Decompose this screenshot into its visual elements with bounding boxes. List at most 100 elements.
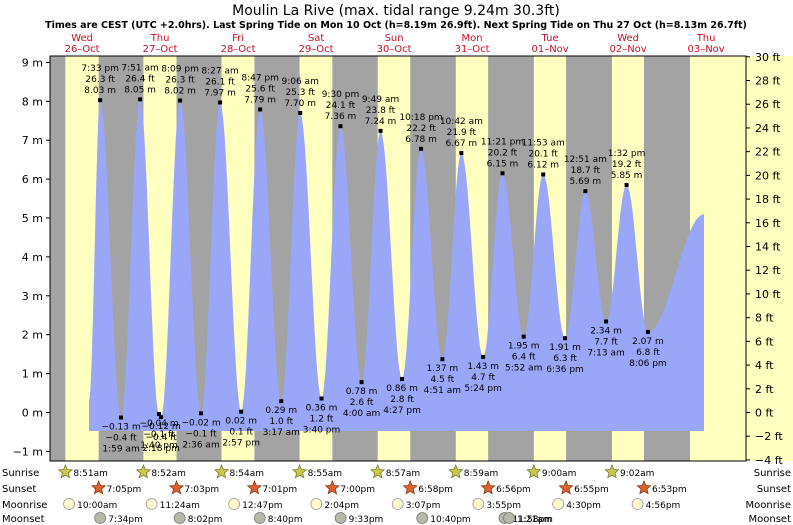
day-label-dow: Fri xyxy=(232,33,244,44)
tide-time: 3:40 pm xyxy=(303,425,341,435)
tide-height-m: 5.69 m xyxy=(570,177,602,187)
tide-height-m: 7.97 m xyxy=(204,88,236,98)
tide-time: 3:17 am xyxy=(263,428,300,438)
tide-time: 9:30 pm xyxy=(322,90,360,100)
tide-height-ft: 2.6 ft xyxy=(350,398,374,408)
tide-marker xyxy=(279,399,284,404)
y-left-tick-label: 1 m xyxy=(22,368,43,381)
sun-icon xyxy=(246,479,263,495)
tide-marker xyxy=(563,336,568,341)
moon-icon xyxy=(631,498,644,510)
day-label-dow: Tue xyxy=(541,33,559,44)
y-right-tick-label: 4 ft xyxy=(755,359,774,372)
tide-marker xyxy=(319,396,324,401)
tide-time: 12:51 am xyxy=(564,155,607,165)
tide-height-m: 5.85 m xyxy=(611,171,643,181)
y-right-tick-label: 16 ft xyxy=(755,217,781,230)
tide-height-m: −0.04 m xyxy=(139,419,178,429)
y-left-tick-label: 6 m xyxy=(22,173,43,186)
astro-time: 7:01pm xyxy=(262,485,297,495)
day-label-dow: Sat xyxy=(308,33,324,44)
y-right-tick-label: −4 ft xyxy=(755,454,783,467)
tide-marker xyxy=(218,100,223,105)
astro-time: 10:40pm xyxy=(430,515,470,525)
moon-icon xyxy=(145,498,158,510)
moon-icon xyxy=(253,512,266,524)
sun-icon xyxy=(604,463,620,479)
astro-time: 8:51am xyxy=(73,469,108,479)
astro-time: 8:55am xyxy=(308,469,343,479)
tide-height-m: 7.70 m xyxy=(284,99,316,109)
tide-height-m: −0.02 m xyxy=(181,418,220,428)
tide-height-m: 1.95 m xyxy=(508,342,540,352)
tide-height-ft: 4.7 ft xyxy=(471,373,495,383)
astro-time: 8:57am xyxy=(386,469,421,479)
y-left-tick-label: 4 m xyxy=(22,251,43,264)
y-left-tick-label: 9 m xyxy=(22,56,43,69)
tide-time: 10:18 pm xyxy=(399,113,442,123)
tide-marker xyxy=(98,98,103,103)
tide-height-m: 2.07 m xyxy=(632,337,664,347)
tide-marker xyxy=(624,182,629,187)
tide-time: 11:53 am xyxy=(522,138,565,148)
astro-row-label-right: Sunrise xyxy=(754,468,791,479)
tide-time: 4:51 am xyxy=(424,386,461,396)
day-label-date: 29–Oct xyxy=(299,44,334,55)
tide-time: 2:18 pm xyxy=(142,444,180,454)
y-right-tick-label: 30 ft xyxy=(755,51,781,64)
tide-time: 9:49 am xyxy=(362,95,399,105)
sun-icon xyxy=(558,479,574,495)
day-label-date: 28–Oct xyxy=(221,44,256,55)
day-labels: Wed26–OctThu27–OctFri28–OctSat29–OctSun3… xyxy=(65,33,725,55)
astro-time: 3:07pm xyxy=(406,501,441,511)
tide-marker xyxy=(119,415,124,420)
y-left-tick-label: 5 m xyxy=(22,212,43,225)
tide-marker xyxy=(178,98,183,103)
tide-height-ft: 22.2 ft xyxy=(406,124,436,134)
tide-height-ft: 21.9 ft xyxy=(447,128,477,138)
day-label-date: 27–Oct xyxy=(143,44,178,55)
y-left-tick-label: 3 m xyxy=(22,290,43,303)
sun-icon xyxy=(91,479,107,495)
tide-height-m: 0.02 m xyxy=(225,417,257,427)
astro-time: 10:00am xyxy=(77,501,117,511)
astro-time: 7:03pm xyxy=(185,485,220,495)
sun-icon xyxy=(213,463,230,479)
tide-height-ft: 26.4 ft xyxy=(125,74,155,84)
plot-frame xyxy=(49,55,747,462)
day-label-dow: Wed xyxy=(71,33,93,44)
astro-row-label-left: Moonrise xyxy=(2,500,47,511)
tide-marker xyxy=(258,107,263,112)
astro-time: 6:53pm xyxy=(652,485,687,495)
tide-height-m: 0.86 m xyxy=(386,384,418,394)
astro-time: 8:54am xyxy=(230,469,265,479)
tide-time: 8:06 pm xyxy=(629,359,667,369)
tide-height-m: 1.37 m xyxy=(427,364,459,374)
tide-height-ft: 7.7 ft xyxy=(594,337,618,347)
astro-time: 2:04pm xyxy=(324,501,359,511)
sun-icon xyxy=(168,479,185,495)
moon-icon xyxy=(391,498,404,510)
y-left-tick-label: 2 m xyxy=(22,329,43,342)
tide-height-m: 1.43 m xyxy=(467,362,499,372)
tide-time: 9:06 am xyxy=(281,77,318,87)
tide-height-m: 7.24 m xyxy=(365,117,397,127)
astro-time: 9:33pm xyxy=(349,515,384,525)
tide-marker xyxy=(419,146,424,151)
y-left-tick-label: 0 m xyxy=(22,407,43,420)
tide-height-ft: 1.0 ft xyxy=(269,417,293,427)
day-label-date: 26–Oct xyxy=(65,44,100,55)
day-label-date: 31–Oct xyxy=(455,44,490,55)
y-right-tick-label: 12 ft xyxy=(755,264,781,277)
y-right-tick-label: 26 ft xyxy=(755,98,781,111)
y-right-tick-label: 14 ft xyxy=(755,241,781,254)
moon-icon xyxy=(228,498,241,510)
tide-time: 8:27 am xyxy=(201,66,238,76)
tide-height-m: 0.78 m xyxy=(346,387,378,397)
astro-row-label-right: Moonset xyxy=(749,514,792,525)
tide-time: 4:27 pm xyxy=(383,406,421,416)
tide-height-m: 0.36 m xyxy=(306,403,338,413)
tide-height-m: 8.02 m xyxy=(164,87,196,97)
right-strip xyxy=(746,56,793,461)
